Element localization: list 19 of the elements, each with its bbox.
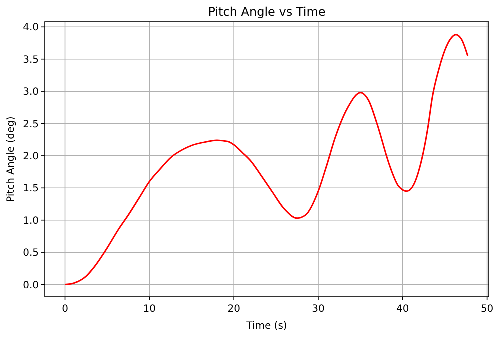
y-tick-label: 0.0 — [23, 280, 39, 292]
y-tick-label: 3.5 — [23, 54, 39, 66]
x-tick-label: 0 — [62, 304, 68, 315]
y-tick-label: 0.5 — [23, 248, 39, 260]
y-tick-label: 1.5 — [23, 184, 39, 195]
x-tick-label: 30 — [312, 304, 325, 315]
x-tick-label: 50 — [480, 304, 494, 315]
y-axis-title: Pitch Angle (deg) — [6, 116, 17, 202]
y-tick-label: 4.0 — [23, 22, 39, 34]
x-tick-label: 10 — [143, 304, 156, 315]
y-tick-label: 3.0 — [23, 87, 39, 98]
line-series — [64, 34, 469, 286]
y-tick-label: 1.0 — [23, 216, 39, 227]
chart-title: Pitch Angle vs Time — [208, 5, 326, 19]
x-tick-label: 40 — [396, 304, 410, 315]
y-tick-label: 2.0 — [23, 151, 39, 162]
y-tick-label: 2.5 — [23, 119, 39, 130]
x-tick-label: 20 — [228, 304, 240, 315]
x-axis-title: Time (s) — [246, 321, 288, 332]
